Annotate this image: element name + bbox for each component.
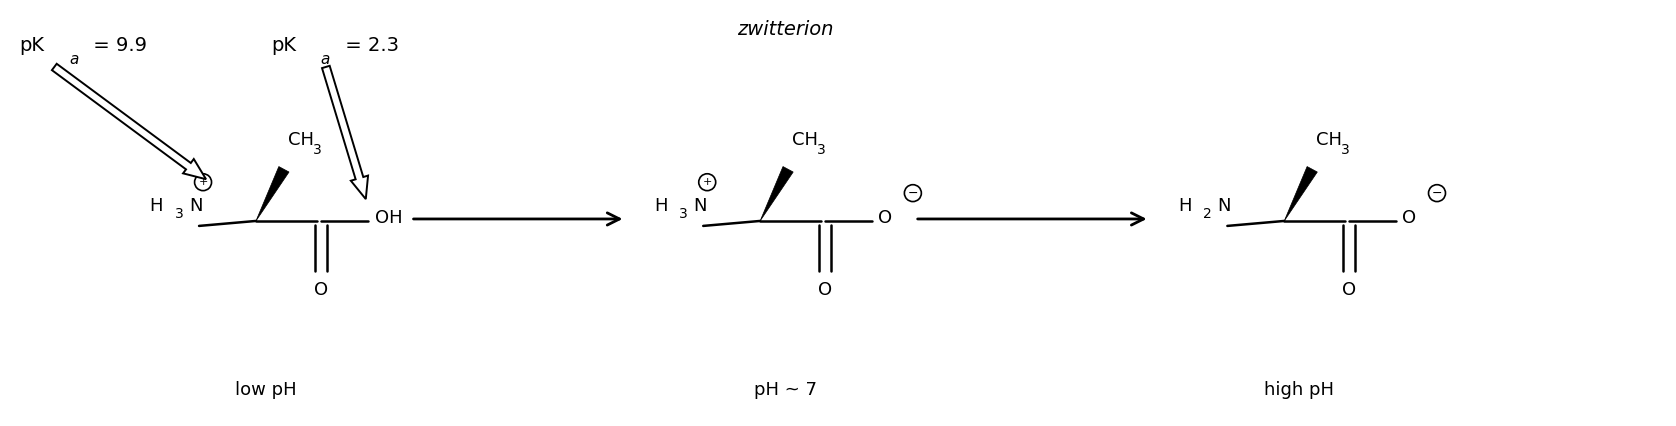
Text: O: O [313,282,328,299]
Text: pH ~ 7: pH ~ 7 [754,381,816,399]
Text: a: a [320,52,330,66]
Polygon shape [256,167,288,221]
Text: zwitterion: zwitterion [737,20,833,39]
Text: high pH: high pH [1264,381,1334,399]
Text: CH: CH [288,131,313,150]
Text: N: N [694,197,707,215]
Polygon shape [322,66,369,199]
Text: O: O [878,209,892,227]
Text: = 9.9: = 9.9 [87,36,147,55]
Text: pK: pK [272,36,297,55]
Polygon shape [761,167,793,221]
Text: O: O [1403,209,1416,227]
Text: low pH: low pH [235,381,297,399]
Text: 3: 3 [679,207,687,221]
Text: −: − [1431,187,1443,200]
Text: 3: 3 [174,207,183,221]
Text: 3: 3 [1341,144,1349,157]
Text: OH: OH [375,209,402,227]
Text: 2: 2 [1203,207,1212,221]
Text: O: O [818,282,831,299]
Text: pK: pK [20,36,44,55]
Text: H: H [149,197,163,215]
Text: +: + [198,177,208,187]
Text: H: H [654,197,667,215]
Text: a: a [69,52,79,66]
Text: CH: CH [1316,131,1342,150]
Text: H: H [1178,197,1192,215]
Polygon shape [1284,167,1317,221]
Text: N: N [1217,197,1230,215]
Text: O: O [1342,282,1356,299]
Text: 3: 3 [816,144,826,157]
Text: = 2.3: = 2.3 [339,36,399,55]
Text: 3: 3 [313,144,322,157]
Text: N: N [189,197,203,215]
Text: CH: CH [793,131,818,150]
Text: −: − [908,187,918,200]
Polygon shape [52,64,206,179]
Text: +: + [702,177,712,187]
